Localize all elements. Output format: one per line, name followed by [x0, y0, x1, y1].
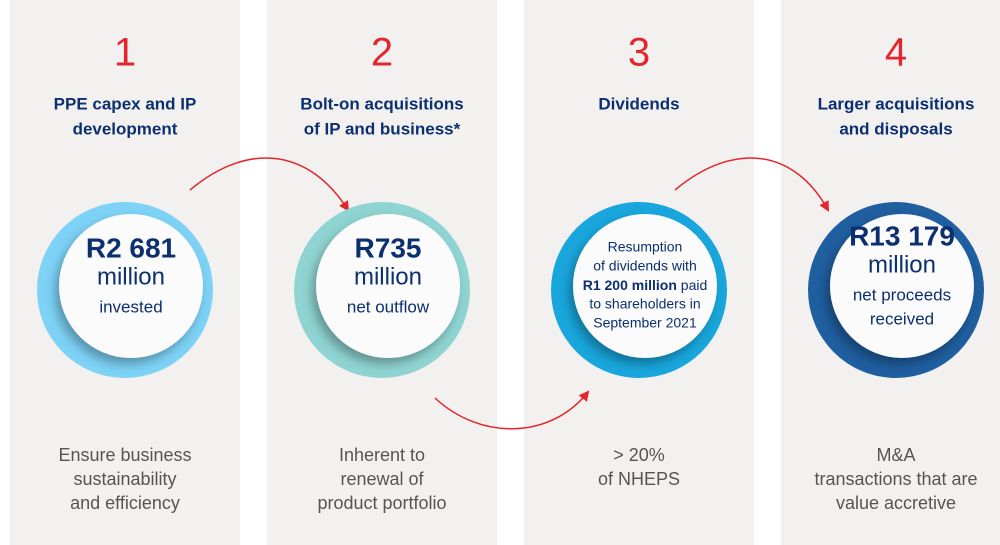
heading: PPE capex and IP — [54, 94, 197, 113]
figure: R735 — [355, 232, 422, 263]
disc — [59, 214, 203, 358]
heading: Dividends — [598, 94, 679, 113]
circle-text: to shareholders in — [589, 296, 700, 312]
heading: Larger acquisitions — [818, 94, 975, 113]
note: received — [870, 309, 934, 328]
note: net proceeds — [853, 285, 951, 304]
circle-text: paid — [677, 277, 707, 293]
step-number: 3 — [628, 31, 650, 75]
footer: of NHEPS — [598, 469, 680, 489]
footer: value accretive — [836, 493, 956, 513]
arrow — [189, 157, 350, 212]
note: net outflow — [347, 297, 430, 316]
figure: R13 179 — [849, 220, 955, 251]
circle-text: September 2021 — [593, 315, 697, 331]
footer: product portfolio — [317, 493, 446, 513]
unit: million — [354, 263, 422, 290]
footer: > 20% — [613, 445, 665, 465]
figure: R2 681 — [86, 232, 176, 263]
heading: and disposals — [839, 119, 952, 138]
circle-text: of dividends with — [593, 258, 697, 274]
footer: transactions that are — [814, 469, 977, 489]
disc — [316, 214, 460, 358]
disc — [573, 214, 717, 358]
footer: M&A — [876, 445, 915, 465]
heading: of IP and business* — [304, 119, 461, 138]
circle-text: R1 200 million paid — [583, 277, 708, 293]
footer: and efficiency — [70, 493, 180, 513]
unit: million — [868, 251, 936, 278]
note: invested — [99, 297, 162, 316]
footer: sustainability — [73, 469, 176, 489]
footer: Ensure business — [58, 445, 191, 465]
step-number: 2 — [371, 31, 393, 75]
heading: development — [73, 119, 178, 138]
footer: renewal of — [340, 469, 424, 489]
amount: R1 200 million — [583, 277, 677, 293]
disc — [830, 214, 974, 358]
step-number: 4 — [885, 31, 907, 75]
arrow — [674, 157, 830, 212]
step-number: 1 — [114, 31, 136, 75]
heading: Bolt-on acquisitions — [300, 94, 463, 113]
circle-text: Resumption — [608, 239, 683, 255]
arrow — [434, 390, 590, 430]
unit: million — [97, 263, 165, 290]
footer: Inherent to — [339, 445, 425, 465]
